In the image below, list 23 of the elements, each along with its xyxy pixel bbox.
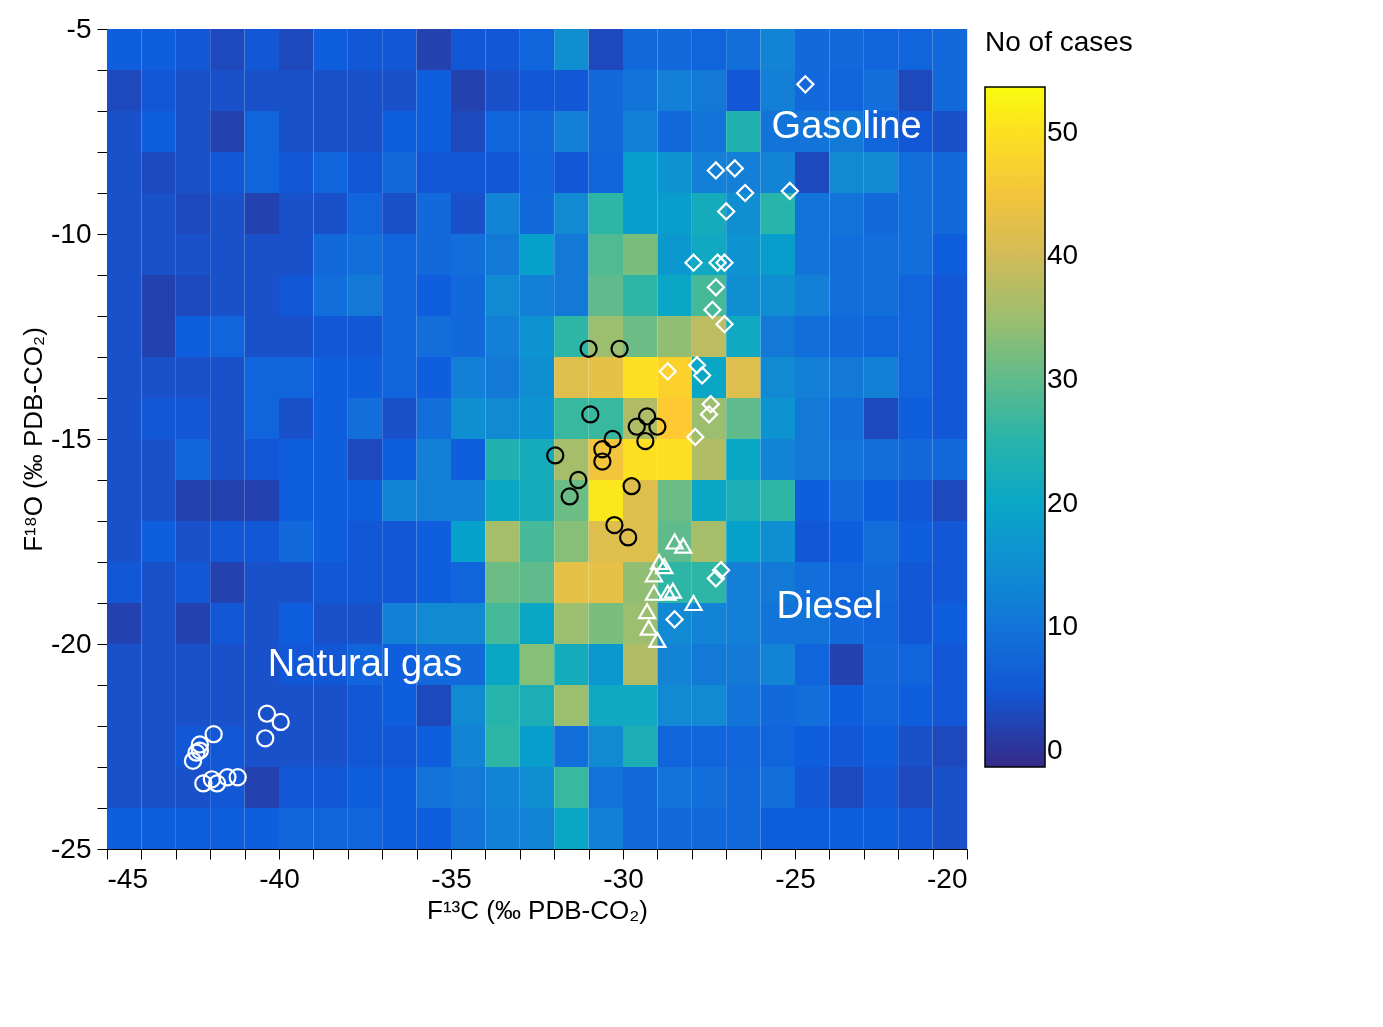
annotation: Gasoline bbox=[771, 104, 922, 147]
color-bar-label: 0 bbox=[1047, 733, 1063, 765]
x-tick-label: -40 bbox=[259, 862, 300, 894]
color-bar-label: 10 bbox=[1047, 610, 1079, 642]
x-tick-label: -20 bbox=[927, 862, 968, 894]
color-bar-title: No of cases bbox=[985, 26, 1133, 57]
x-tick-label: -30 bbox=[603, 862, 644, 894]
y-axis-title: F¹⁸O (‰ PDB-CO₂) bbox=[18, 327, 49, 552]
x-tick-label: -35 bbox=[431, 862, 472, 894]
y-tick-label: -10 bbox=[51, 217, 92, 249]
annotation: Natural gas bbox=[267, 641, 463, 684]
y-tick-label: -25 bbox=[51, 832, 92, 864]
x-tick-label: -25 bbox=[775, 862, 816, 894]
color-bar-label: 30 bbox=[1047, 363, 1079, 395]
color-bar-label: 20 bbox=[1047, 486, 1079, 518]
y-tick-label: -20 bbox=[51, 627, 92, 659]
annotation: Diesel bbox=[776, 584, 883, 627]
color-bar-label: 40 bbox=[1047, 239, 1079, 271]
x-axis-title: F¹³C (‰ PDB-CO₂) bbox=[427, 894, 648, 925]
y-tick-label: -5 bbox=[66, 12, 92, 44]
color-bar-label: 50 bbox=[1047, 115, 1079, 147]
y-tick-label: -15 bbox=[51, 422, 92, 454]
x-tick-label: -45 bbox=[107, 862, 148, 894]
